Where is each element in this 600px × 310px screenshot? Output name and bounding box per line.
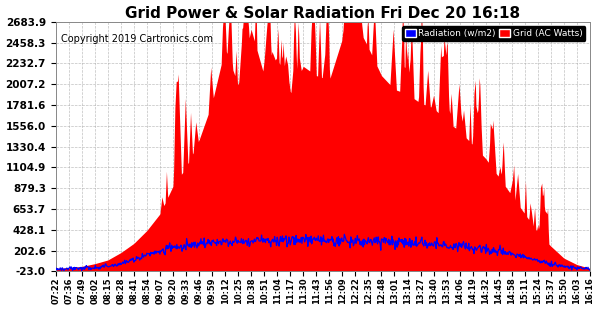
Title: Grid Power & Solar Radiation Fri Dec 20 16:18: Grid Power & Solar Radiation Fri Dec 20 …	[125, 6, 520, 20]
Legend: Radiation (w/m2), Grid (AC Watts): Radiation (w/m2), Grid (AC Watts)	[402, 26, 586, 41]
Text: Copyright 2019 Cartronics.com: Copyright 2019 Cartronics.com	[61, 34, 213, 44]
